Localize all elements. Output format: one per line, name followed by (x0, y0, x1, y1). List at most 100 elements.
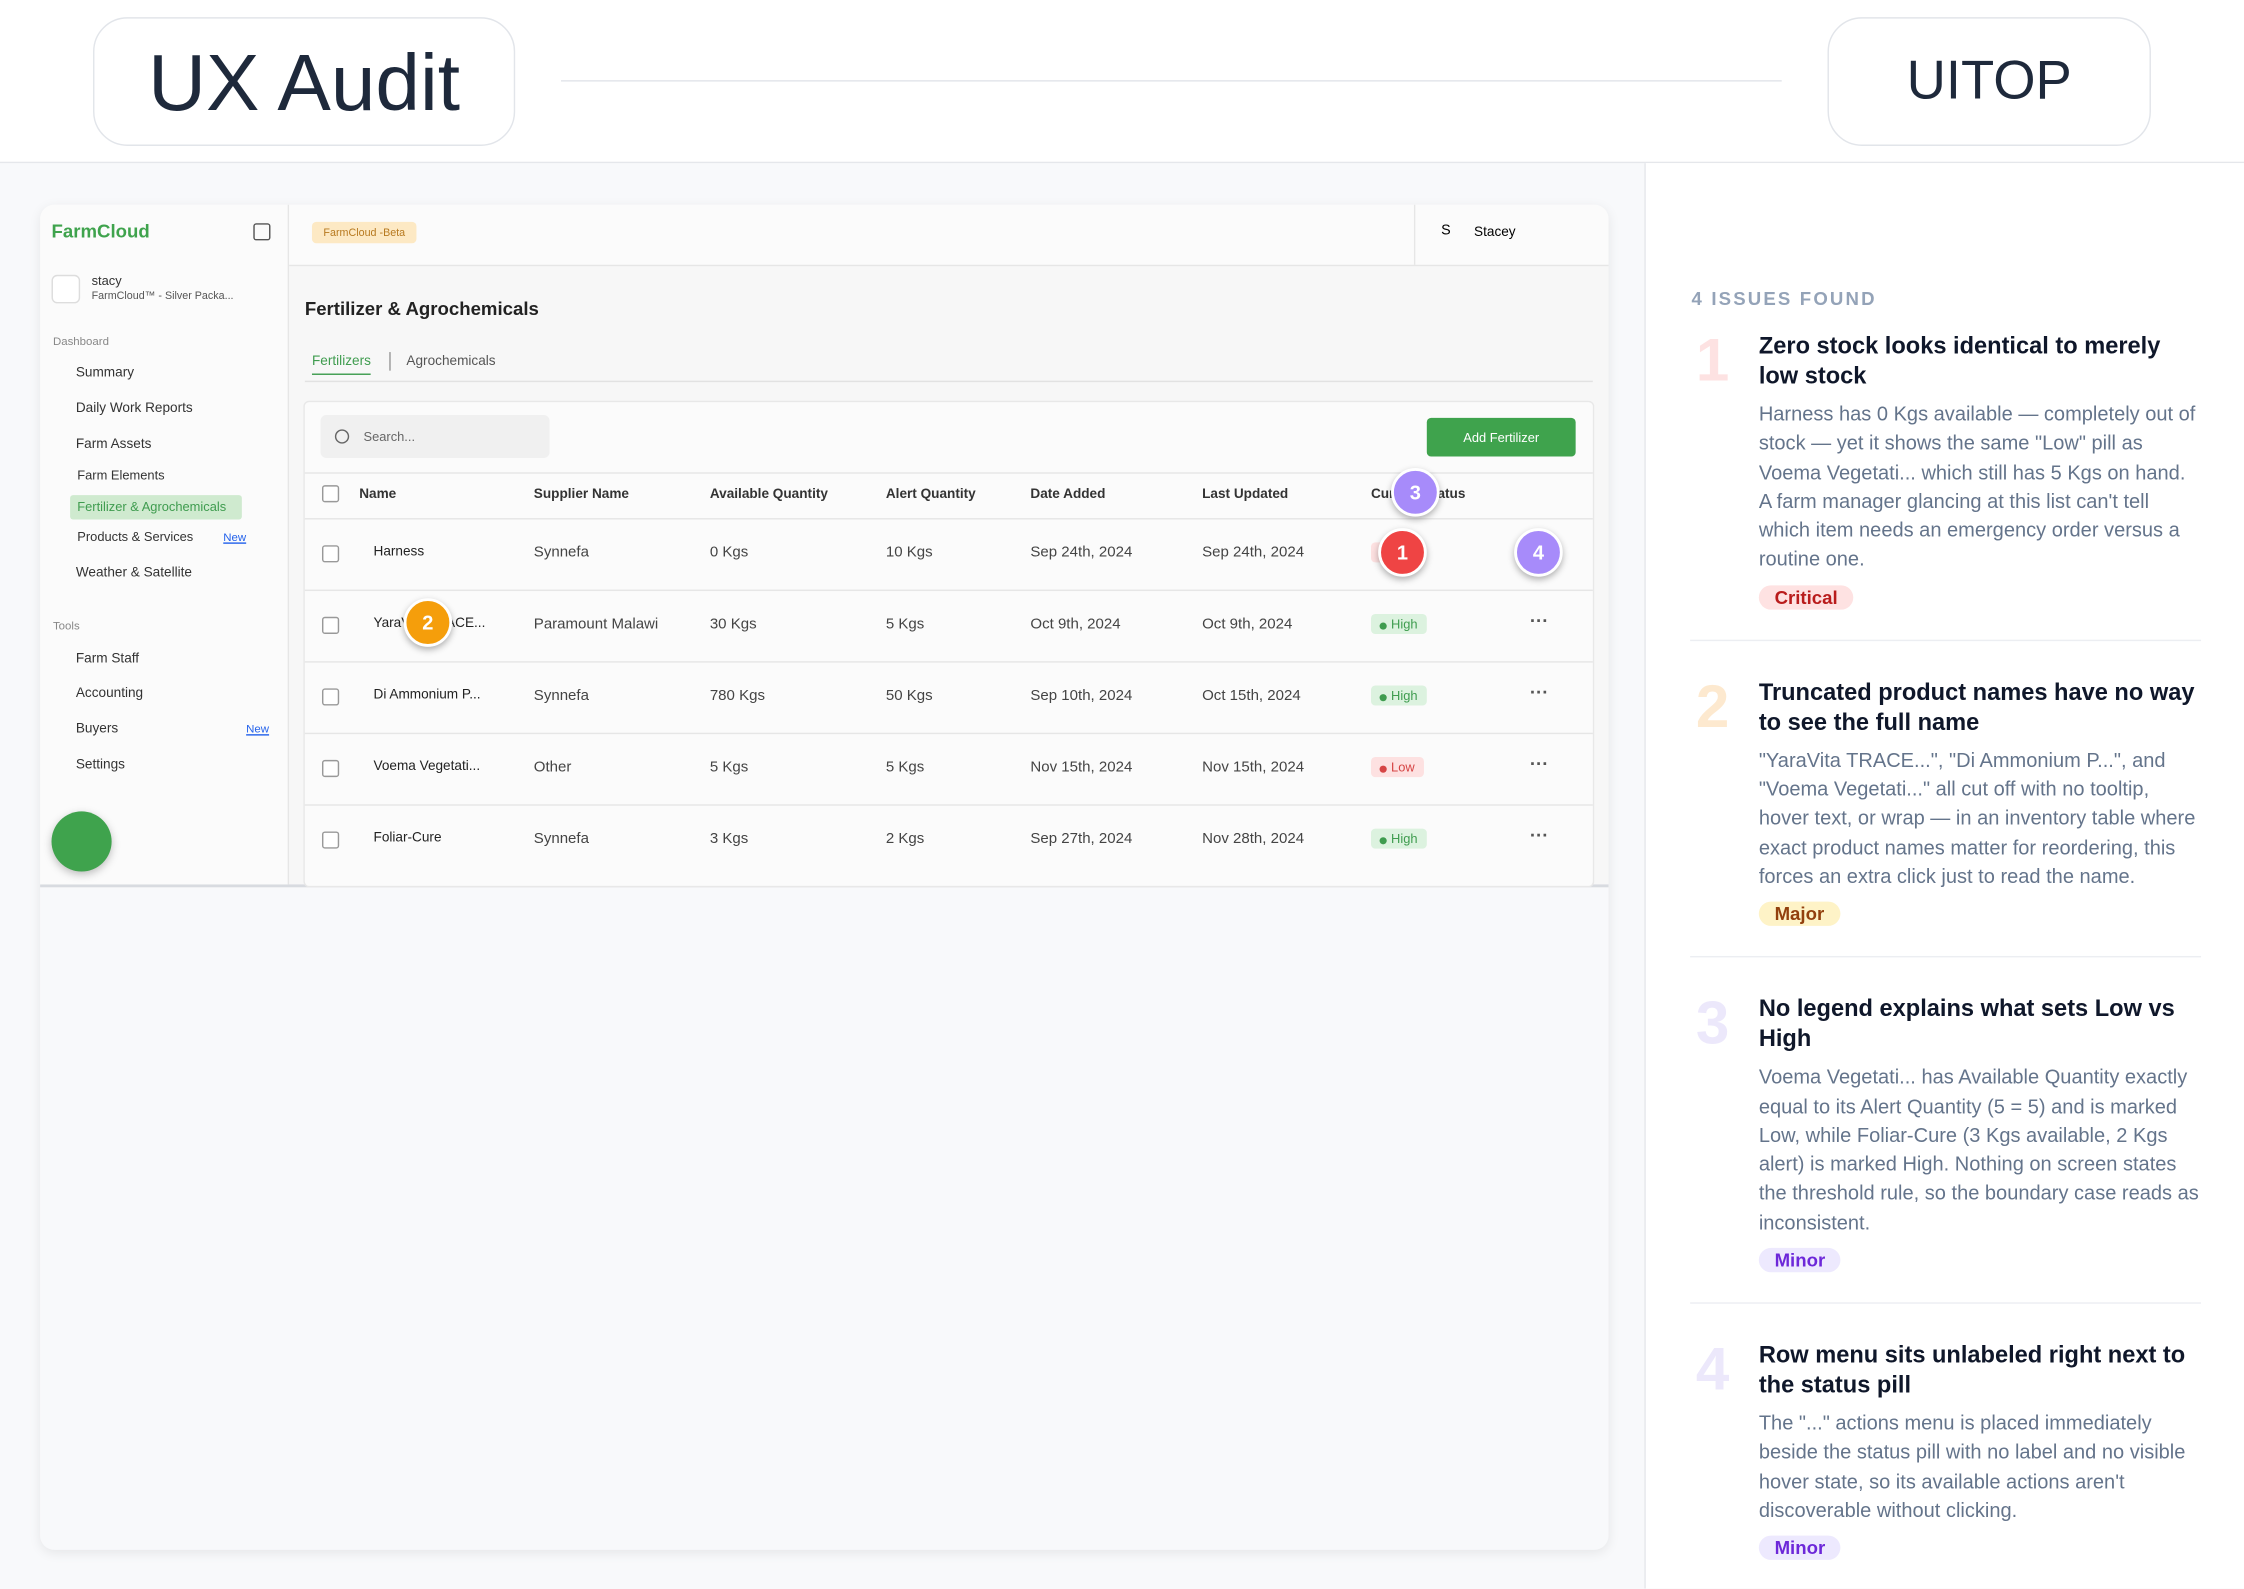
column-header: Date Added (1030, 486, 1106, 503)
nav-item[interactable]: Settings (75, 757, 125, 773)
nav-subitem[interactable]: Products & Services (77, 529, 194, 544)
table-cell: 5 Kgs (885, 758, 925, 776)
column-header: Available Quantity (709, 486, 828, 503)
issue-count: 4 ISSUES FOUND (1691, 287, 1877, 310)
nav-item[interactable]: Buyers (75, 721, 119, 738)
severity-badge: Major (1758, 901, 1840, 927)
table-cell: 5 Kgs (885, 615, 925, 633)
table-cell: Paramount Malawi (533, 615, 659, 633)
table-cell: 3 Kgs (709, 830, 749, 848)
add-button-label: Add Fertilizer (1463, 430, 1540, 445)
marker-number: 1 (1396, 540, 1409, 564)
issue-marker[interactable]: 1 (1378, 528, 1427, 577)
user-name[interactable]: Stacey (1474, 224, 1516, 241)
table-cell: Sep 27th, 2024 (1030, 830, 1133, 848)
status-pill: High (1370, 685, 1427, 706)
row-line (304, 732, 1593, 735)
checkbox[interactable] (321, 545, 340, 563)
chat-button[interactable] (51, 811, 112, 872)
issue-number: 4 (1695, 1335, 1730, 1403)
nav-item[interactable]: Daily Work Reports (75, 400, 193, 417)
nav-subitem-active[interactable]: Fertilizer & Agrochemicals (77, 499, 227, 514)
checkbox[interactable] (321, 759, 340, 778)
header: UX Audit UITOP (0, 0, 2244, 164)
tab-active[interactable]: Fertilizers (311, 353, 371, 375)
account-icon (51, 274, 81, 304)
table-cell: Synnefa (533, 543, 589, 561)
issue-marker[interactable]: 4 (1514, 528, 1563, 577)
account-name: stacy (91, 273, 122, 288)
nav-item[interactable]: Accounting (75, 685, 144, 702)
row-menu[interactable]: ··· (1529, 609, 1549, 632)
title: UX Audit (148, 36, 461, 127)
account-switcher[interactable]: stacy FarmCloud™ - Silver Packa... (51, 270, 275, 307)
severity-badge: Minor (1758, 1535, 1841, 1561)
row-menu[interactable]: ··· (1529, 824, 1549, 846)
table-cell: Synnefa (533, 830, 589, 848)
nav-item[interactable]: Farm Staff (75, 651, 140, 667)
tab-line (304, 380, 1593, 383)
status-pill: Low (1370, 757, 1424, 778)
product-name: Foliar-Cure (373, 830, 442, 846)
marker-number: 3 (1409, 480, 1421, 504)
nav-subitem[interactable]: Farm Elements (77, 467, 165, 483)
table-cell: Sep 10th, 2024 (1030, 686, 1133, 705)
nav-active-bg (70, 495, 242, 520)
nav-item[interactable]: Farm Assets (75, 436, 152, 453)
nav-section-label: Dashboard (52, 334, 109, 348)
table-cell: Synnefa (533, 686, 589, 705)
search-placeholder: Search... (363, 429, 416, 444)
issue-title: Zero stock looks identical to merely low… (1758, 333, 2161, 390)
issue-marker[interactable]: 2 (403, 598, 453, 647)
checkbox[interactable] (321, 616, 340, 634)
checkbox[interactable] (321, 485, 340, 503)
row-menu[interactable]: ··· (1529, 752, 1549, 775)
checkbox[interactable] (321, 831, 340, 849)
new-tag: New (223, 530, 247, 544)
divider (1413, 204, 1416, 265)
issue: 2 Truncated product names have no way to … (1690, 672, 2202, 958)
topbar: FarmCloud -Beta S Stacey (289, 204, 1609, 267)
issue-body: "YaraVita TRACE...", "Di Ammonium P...",… (1758, 748, 2196, 888)
issue: 4 Row menu sits unlabeled right next to t… (1690, 1335, 2201, 1588)
table-cell: 10 Kgs (885, 543, 933, 561)
user-initial: S (1441, 223, 1451, 239)
row-menu[interactable]: ··· (1529, 681, 1549, 703)
tab-divider (389, 352, 391, 371)
product-name: Voema Vegetati... (373, 758, 481, 775)
nav-item[interactable]: Summary (75, 364, 135, 381)
table-cell: Oct 9th, 2024 (1202, 615, 1293, 633)
issue-body: Voema Vegetati... has Available Quantity… (1758, 1065, 2199, 1234)
issue-list: 1 Zero stock looks identical to merely lo… (1690, 326, 2202, 1588)
status-pill: High (1370, 613, 1427, 634)
table: Search... Add Fertilizer (303, 400, 1595, 888)
column-header: Last Updated (1202, 486, 1289, 503)
table-cell: 5 Kgs (709, 758, 749, 776)
issue-number: 1 (1695, 326, 1730, 394)
app-screenshot: FarmCloud stacy FarmCloud™ - Silver Pack… (40, 204, 1609, 888)
account-plan: FarmCloud™ - Silver Packa... (91, 289, 234, 302)
issue-title: Truncated product names have no way to s… (1758, 679, 2195, 736)
issue-number: 2 (1695, 672, 1730, 740)
tab[interactable]: Agrochemicals (406, 353, 496, 370)
issue-number: 3 (1695, 989, 1730, 1057)
table-cell: Sep 24th, 2024 (1030, 543, 1133, 561)
brand-box: UITOP (1827, 17, 2151, 146)
search-box[interactable]: Search... (320, 415, 550, 458)
issue-body: Harness has 0 Kgs available — completely… (1758, 402, 2196, 571)
add-button[interactable]: Add Fertilizer (1426, 417, 1576, 457)
collapse-icon[interactable] (253, 223, 271, 241)
nav-item[interactable]: Weather & Satellite (75, 565, 192, 582)
checkbox[interactable] (321, 688, 340, 706)
issue-title: Row menu sits unlabeled right next to th… (1758, 1342, 2186, 1399)
table-cell: Sep 24th, 2024 (1202, 543, 1305, 561)
page-title: Fertilizer & Agrochemicals (304, 297, 539, 320)
issue-marker[interactable]: 3 (1391, 467, 1440, 517)
issue-body: The "..." actions menu is placed immedia… (1758, 1411, 2186, 1522)
row-line (304, 518, 1593, 520)
search-icon (334, 429, 350, 444)
table-cell: Other (533, 758, 572, 776)
table-cell: Oct 15th, 2024 (1202, 686, 1301, 705)
